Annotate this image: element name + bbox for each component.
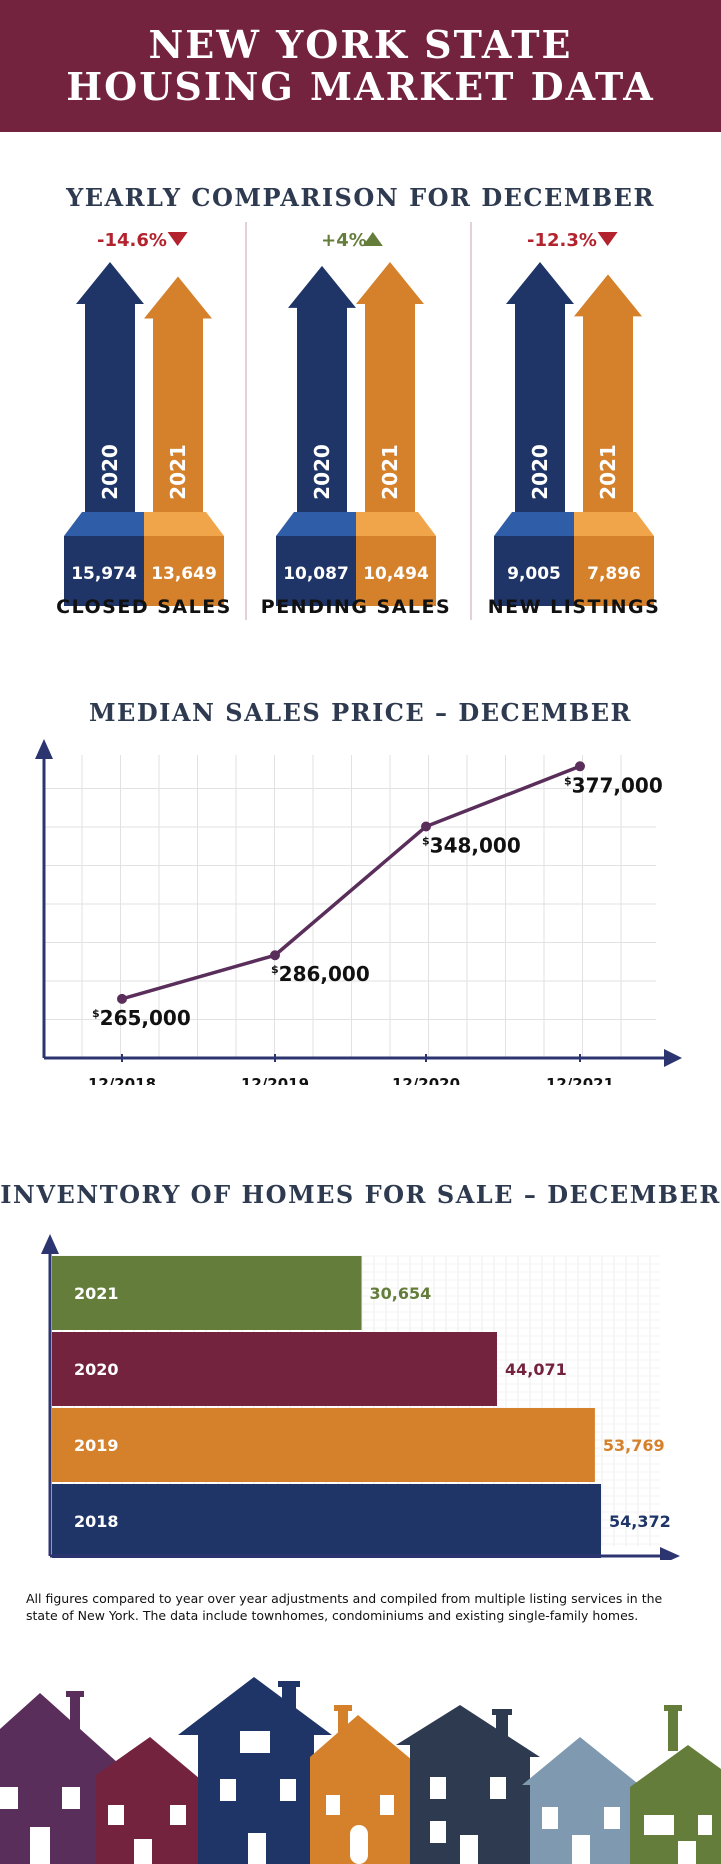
value-2021: 7,896 [587, 564, 641, 584]
block-face-2020 [494, 512, 574, 536]
footnote: All figures compared to year over year a… [26, 1591, 663, 1623]
arrow-year-label: 2020 [310, 444, 334, 500]
x-tick-label: 12/2018 [88, 1075, 156, 1085]
value-2020: 15,974 [71, 564, 137, 584]
currency-symbol: $ [92, 1007, 100, 1020]
yearly-comparison-title: YEARLY COMPARISON FOR DECEMBER [66, 183, 655, 212]
value-2020: 9,005 [507, 564, 561, 584]
triangle-down-icon [167, 232, 188, 246]
bar-value-label: 53,769 [603, 1436, 665, 1455]
price-point [575, 761, 585, 772]
header-title-line1: NEW YORK STATE [148, 22, 573, 67]
houses-illustration [0, 1677, 721, 1864]
block-2020 [494, 536, 574, 606]
arrow-year-label: 2020 [98, 444, 122, 500]
price-point [421, 821, 431, 832]
yearly-group-0: 2020 2021 15,974 13,649 CLOSED SALES -14.6% [56, 230, 232, 618]
price-point [117, 993, 127, 1004]
block-face-2020 [64, 512, 144, 536]
inventory-bar-2020 [52, 1332, 497, 1406]
arrow-2021-1 [356, 262, 424, 514]
price-data-label: $286,000 [271, 962, 370, 986]
arrow-year-label: 2021 [378, 444, 402, 500]
change-percent: +4% [321, 230, 367, 251]
inventory-bar-2021 [52, 1256, 362, 1330]
category-label: NEW LISTINGS [488, 596, 661, 618]
arrow-2020-1 [288, 265, 356, 514]
currency-symbol: $ [271, 963, 279, 976]
arrow-2020-2 [506, 262, 574, 514]
price-data-label: $265,000 [92, 1006, 191, 1030]
x-axis-arrow-icon [664, 1049, 682, 1067]
block-face-2021 [574, 512, 654, 536]
bar-value-label: 54,372 [609, 1512, 671, 1531]
block-face-2020 [276, 512, 356, 536]
currency-symbol: $ [564, 774, 572, 787]
yearly-group-1: 2020 2021 10,087 10,494 PENDING SALES +4% [261, 230, 451, 618]
price-line [121, 764, 581, 1001]
median-price-title: MEDIAN SALES PRICE – DECEMBER [88, 698, 633, 727]
triangle-down-icon [597, 232, 618, 246]
price-data-label: $348,000 [422, 834, 521, 858]
arrow-year-label: 2021 [166, 444, 190, 500]
arrow-2020-0 [76, 262, 144, 514]
bar-category-label: 2020 [74, 1360, 119, 1379]
header-banner: NEW YORK STATE HOUSING MARKET DATA [0, 0, 721, 132]
x-axis-arrow-icon [660, 1547, 680, 1560]
category-label: PENDING SALES [261, 596, 451, 618]
triangle-up-icon [362, 232, 383, 246]
arrow-year-label: 2021 [596, 444, 620, 500]
inventory-bar-2018 [52, 1484, 601, 1558]
change-percent: -12.3% [527, 230, 597, 251]
block-2021 [144, 536, 224, 606]
arrow-year-label: 2020 [528, 444, 552, 500]
x-tick-label: 12/2021 [546, 1075, 614, 1085]
inventory-chart: 2021 30,654 2020 44,071 2019 53,769 2018 54,372 [41, 1234, 680, 1560]
price-data-label: $377,000 [564, 773, 663, 797]
block-2021 [356, 536, 436, 606]
value-2021: 13,649 [151, 564, 217, 584]
arrow-2021-2 [574, 274, 642, 514]
x-tick-label: 12/2020 [392, 1075, 460, 1085]
inventory-bar-2019 [52, 1408, 595, 1482]
category-label: CLOSED SALES [56, 596, 232, 618]
currency-symbol: $ [422, 835, 430, 848]
price-point [270, 950, 280, 961]
change-percent: -14.6% [97, 230, 167, 251]
median-price-chart: 12/2018 $265,000 12/2019 $286,000 12/2020 $34… [35, 739, 682, 1085]
block-2021 [574, 536, 654, 606]
inventory-title: INVENTORY OF HOMES FOR SALE – DECEMBER [0, 1180, 721, 1209]
bar-category-label: 2019 [74, 1436, 119, 1455]
block-2020 [64, 536, 144, 606]
bar-category-label: 2018 [74, 1512, 119, 1531]
header-title-line2: HOUSING MARKET DATA [66, 64, 655, 109]
bar-value-label: 30,654 [370, 1284, 432, 1303]
yearly-group-2: 2020 2021 9,005 7,896 NEW LISTINGS -12.3% [488, 230, 661, 618]
value-2021: 10,494 [363, 564, 429, 584]
value-2020: 10,087 [283, 564, 349, 584]
y-axis-arrow-icon [35, 739, 53, 759]
block-face-2021 [144, 512, 224, 536]
grid [44, 755, 656, 1058]
block-face-2021 [356, 512, 436, 536]
arrow-2021-0 [144, 276, 212, 514]
bar-category-label: 2021 [74, 1284, 119, 1303]
y-axis-arrow-icon [41, 1234, 59, 1254]
bar-value-label: 44,071 [505, 1360, 567, 1379]
x-tick-label: 12/2019 [241, 1075, 309, 1085]
block-2020 [276, 536, 356, 606]
